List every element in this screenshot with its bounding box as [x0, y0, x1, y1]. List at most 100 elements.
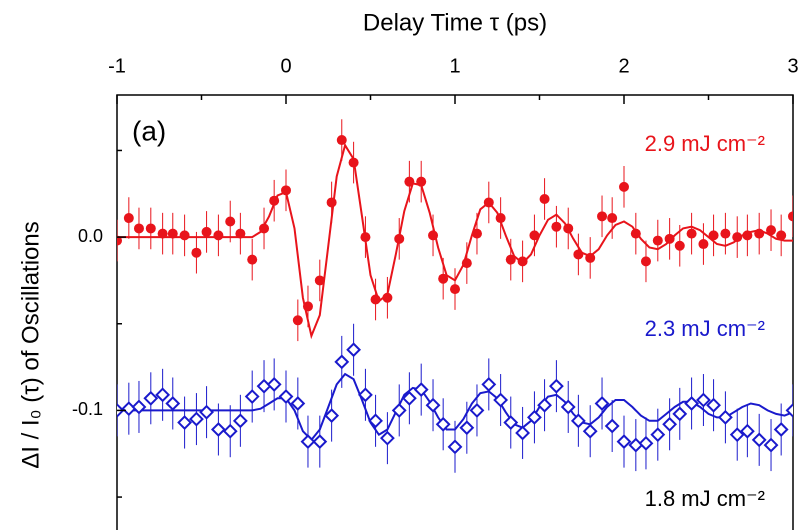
data-point: [696, 392, 711, 408]
data-point: [179, 230, 190, 241]
data-point: [585, 252, 596, 263]
data-point: [766, 225, 777, 236]
data-point: [324, 408, 340, 424]
data-point: [165, 396, 181, 411]
y-tick-label: 0.0: [78, 226, 103, 246]
data-point: [686, 228, 697, 239]
data-point: [368, 413, 383, 429]
data-point: [505, 254, 516, 265]
data-point: [394, 233, 405, 244]
data-point: [582, 423, 598, 439]
data-point: [732, 232, 743, 243]
data-point: [360, 232, 371, 243]
data-point: [650, 427, 666, 443]
data-point: [259, 223, 270, 234]
y-tick-label: -0.1: [72, 399, 103, 419]
data-point: [674, 240, 685, 251]
data-point: [425, 397, 441, 413]
data-point: [573, 249, 584, 260]
data-point: [529, 230, 540, 241]
data-point: [560, 399, 576, 415]
data-point: [469, 403, 485, 418]
data-point: [232, 413, 248, 429]
data-point: [157, 228, 168, 239]
data-point: [597, 211, 608, 222]
data-point: [461, 258, 472, 269]
series-label: 2.3 mJ cm⁻²: [645, 316, 765, 341]
plot-area: [117, 119, 793, 473]
data-point: [785, 403, 793, 418]
data-point: [382, 292, 393, 303]
data-point: [358, 387, 373, 403]
data-point: [300, 434, 316, 450]
data-point: [278, 389, 294, 404]
data-point: [607, 213, 618, 224]
data-point: [213, 230, 224, 241]
data-point: [256, 378, 272, 394]
data-point: [517, 256, 528, 267]
data-point: [698, 239, 709, 250]
data-point: [739, 423, 755, 439]
data-point: [334, 354, 350, 370]
data-point: [483, 197, 494, 208]
data-point: [652, 235, 663, 246]
data-point: [346, 342, 362, 358]
data-point: [435, 416, 451, 432]
data-point: [548, 378, 564, 394]
data-point: [481, 377, 497, 392]
data-point: [447, 439, 463, 455]
data-point: [145, 223, 156, 234]
data-point: [155, 387, 171, 403]
data-point: [177, 415, 193, 430]
data-point: [672, 406, 688, 422]
data-point: [754, 228, 765, 239]
data-point: [664, 233, 675, 244]
data-point: [471, 228, 482, 239]
data-point: [594, 396, 610, 411]
data-point: [191, 247, 202, 258]
x-tick-label: 3: [787, 55, 798, 77]
y-axis-title: ΔI / I₀ (τ) of Oscillations: [17, 221, 44, 469]
data-point: [640, 256, 651, 267]
data-point: [121, 401, 137, 417]
data-point: [348, 157, 359, 168]
data-point: [133, 223, 144, 234]
data-point: [539, 193, 550, 204]
annotation: 1.8 mJ cm⁻²: [645, 486, 765, 511]
data-point: [413, 382, 429, 398]
data-point: [247, 254, 258, 265]
data-point: [199, 404, 214, 420]
data-point: [336, 135, 347, 146]
data-point: [117, 235, 122, 246]
data-point: [450, 284, 460, 295]
data-point: [326, 197, 337, 208]
data-point: [401, 390, 417, 406]
x-tick-label: 0: [280, 55, 291, 77]
data-point: [225, 216, 236, 227]
data-point: [391, 403, 407, 418]
data-point: [495, 213, 506, 224]
data-point: [706, 397, 721, 413]
data-point: [290, 396, 306, 411]
data-point: [312, 434, 328, 450]
data-point: [684, 396, 700, 411]
data-point: [438, 273, 449, 284]
data-point: [503, 415, 519, 430]
data-point: [619, 181, 629, 192]
data-point: [563, 223, 574, 234]
data-point: [515, 425, 531, 441]
data-point: [459, 420, 475, 436]
data-point: [616, 434, 632, 450]
data-point: [751, 432, 767, 448]
data-point: [266, 377, 282, 392]
data-point: [628, 437, 644, 453]
data-point: [763, 437, 779, 453]
data-point: [570, 413, 586, 429]
data-point: [244, 389, 260, 404]
x-tick-label: 2: [618, 55, 629, 77]
x-tick-label: -1: [108, 55, 126, 77]
data-point: [773, 422, 789, 437]
data-point: [281, 185, 291, 196]
data-point: [776, 230, 787, 241]
